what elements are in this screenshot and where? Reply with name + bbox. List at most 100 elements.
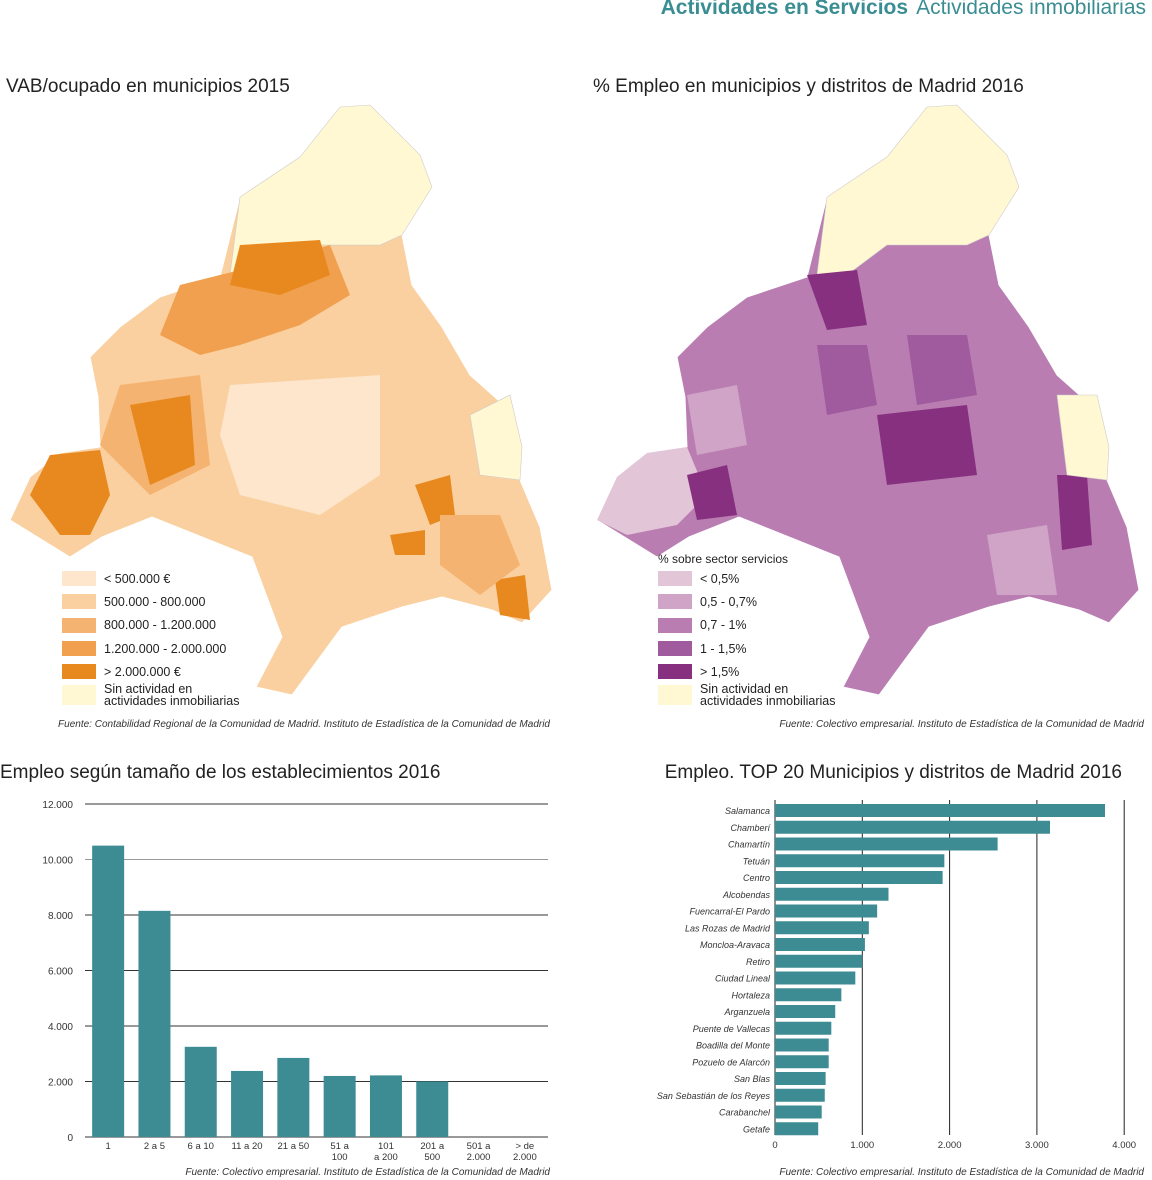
legend-label: > 1,5%	[700, 664, 740, 679]
left-map-zone	[440, 515, 520, 595]
bar	[92, 845, 125, 1137]
right-map-zone	[597, 447, 707, 535]
x-tick-label: 11 a 20	[232, 1141, 263, 1152]
legend-item: 0,5 - 0,7%	[658, 590, 835, 613]
bar	[775, 1072, 826, 1085]
y-tick-label: Las Rozas de Madrid	[685, 923, 771, 933]
y-tick-label: 2.000	[48, 1078, 73, 1089]
bar	[231, 1070, 264, 1137]
bar	[775, 1122, 819, 1136]
left-map-legend: < 500.000 € 500.000 - 800.000 800.000 - …	[62, 567, 239, 707]
y-tick-label: Tetuán	[743, 856, 770, 866]
left-map-zone	[415, 475, 455, 525]
x-tick-label: 2.000	[513, 1152, 537, 1160]
legend-label: actividades inmobiliarias	[104, 694, 240, 709]
x-tick-label: 1	[106, 1141, 111, 1152]
bar	[775, 1105, 822, 1119]
right-legend-title: % sobre sector servicios	[658, 552, 789, 566]
right-map-zone	[807, 270, 867, 330]
bar	[775, 904, 878, 918]
bar	[775, 804, 1105, 817]
x-tick-label: 0	[772, 1140, 777, 1151]
y-tick-label: Fuencarral-El Pardo	[689, 907, 770, 917]
y-tick-label: San Sebastián de los Reyes	[657, 1091, 771, 1101]
y-tick-label: 12.000	[42, 800, 73, 811]
left-map-zone	[495, 575, 530, 620]
x-tick-label: 2.000	[467, 1152, 491, 1160]
y-tick-label: San Blas	[734, 1074, 771, 1084]
subsection-title: Actividades inmobiliarias	[916, 0, 1146, 19]
legend-item: 800.000 - 1.200.000	[62, 614, 239, 637]
right-map-north	[816, 104, 1020, 276]
right-map-zone	[877, 405, 977, 485]
y-tick-label: Carabanchel	[719, 1108, 771, 1118]
y-tick-label: Boadilla del Monte	[696, 1041, 770, 1051]
maps	[9, 104, 1140, 696]
legend-label: 1.200.000 - 2.000.000	[104, 641, 227, 656]
legend-label: 0,7 - 1%	[700, 618, 747, 633]
bar	[775, 820, 1050, 834]
x-tick-label: 6 a 10	[188, 1141, 214, 1152]
y-tick-label: 4.000	[48, 1022, 73, 1033]
y-tick-label: Hortaleza	[731, 990, 770, 1000]
right-map-legend: < 0,5% 0,5 - 0,7% 0,7 - 1% 1 - 1,5% > 1,…	[658, 567, 835, 707]
x-tick-label: 4.000	[1112, 1140, 1136, 1151]
legend-item: Sin actividad en actividades inmobiliaria…	[658, 682, 835, 707]
bar	[775, 1055, 829, 1069]
size-chart-title: Empleo según tamaño de los establecimien…	[0, 762, 441, 783]
y-tick-label: Chamartín	[728, 840, 770, 850]
legend-item: 1 - 1,5%	[658, 637, 835, 660]
y-tick-label: 10.000	[42, 856, 73, 867]
left-map	[9, 104, 553, 696]
legend-item: 1.200.000 - 2.000.000	[62, 637, 239, 660]
bar	[775, 921, 869, 935]
left-map-zone	[220, 375, 380, 515]
x-tick-label: 2.000	[938, 1140, 962, 1151]
legend-label: > 2.000.000 €	[104, 664, 181, 679]
left-map-zone	[130, 395, 195, 485]
bar	[775, 1038, 829, 1052]
legend-item: Sin actividad en actividades inmobiliaria…	[62, 683, 240, 709]
legend-label: 1 - 1,5%	[700, 641, 747, 656]
bar	[775, 837, 998, 851]
bar	[775, 988, 842, 1002]
left-map-north	[229, 104, 433, 276]
y-tick-label: Ciudad Lineal	[715, 974, 771, 984]
legend-label: 0,5 - 0,7%	[700, 594, 757, 609]
left-map-title: VAB/ocupado en municipios 2015	[6, 76, 290, 97]
top20-chart-source: Fuente: Colectivo empresarial. Instituto…	[779, 1167, 1144, 1178]
x-tick-label: 101	[378, 1141, 394, 1152]
y-tick-label: Alcobendas	[722, 890, 771, 900]
x-tick-label: 2 a 5	[144, 1141, 165, 1152]
legend-item: < 500.000 €	[62, 567, 239, 590]
legend-label: 800.000 - 1.200.000	[104, 618, 216, 633]
y-tick-label: 8.000	[48, 911, 73, 922]
y-tick-label: Centro	[743, 873, 770, 883]
bar	[775, 854, 945, 868]
bar	[775, 971, 856, 985]
x-tick-label: 51 a	[330, 1141, 349, 1152]
bar	[138, 910, 171, 1137]
right-map-zone	[817, 345, 877, 415]
y-tick-label: Retiro	[746, 957, 770, 967]
size-chart-source: Fuente: Colectivo empresarial. Instituto…	[185, 1167, 550, 1178]
y-tick-label: Moncloa-Aravaca	[700, 940, 770, 950]
legend-label: Sin actividad en	[700, 682, 789, 697]
right-map-zone	[687, 465, 737, 520]
legend-label: < 0,5%	[700, 571, 740, 586]
legend-item: < 0,5%	[658, 567, 835, 590]
bar	[775, 938, 865, 951]
left-map-zone	[30, 450, 110, 535]
legend-label: < 500.000 €	[104, 571, 171, 586]
y-tick-label: Chamberí	[730, 823, 771, 833]
right-map-zone	[907, 335, 977, 405]
x-tick-label: a 200	[374, 1152, 398, 1160]
legend-item: 500.000 - 800.000	[62, 590, 239, 613]
page-header: Actividades en Servicios Actividades inmo…	[661, 0, 1146, 20]
bar	[775, 954, 863, 968]
top20-chart-title: Empleo. TOP 20 Municipios y distritos de…	[664, 762, 1122, 783]
x-tick-label: 501 a	[467, 1141, 491, 1152]
x-tick-label: 3.000	[1025, 1140, 1049, 1151]
bar	[775, 1088, 825, 1102]
x-tick-label: 201 a	[420, 1141, 444, 1152]
